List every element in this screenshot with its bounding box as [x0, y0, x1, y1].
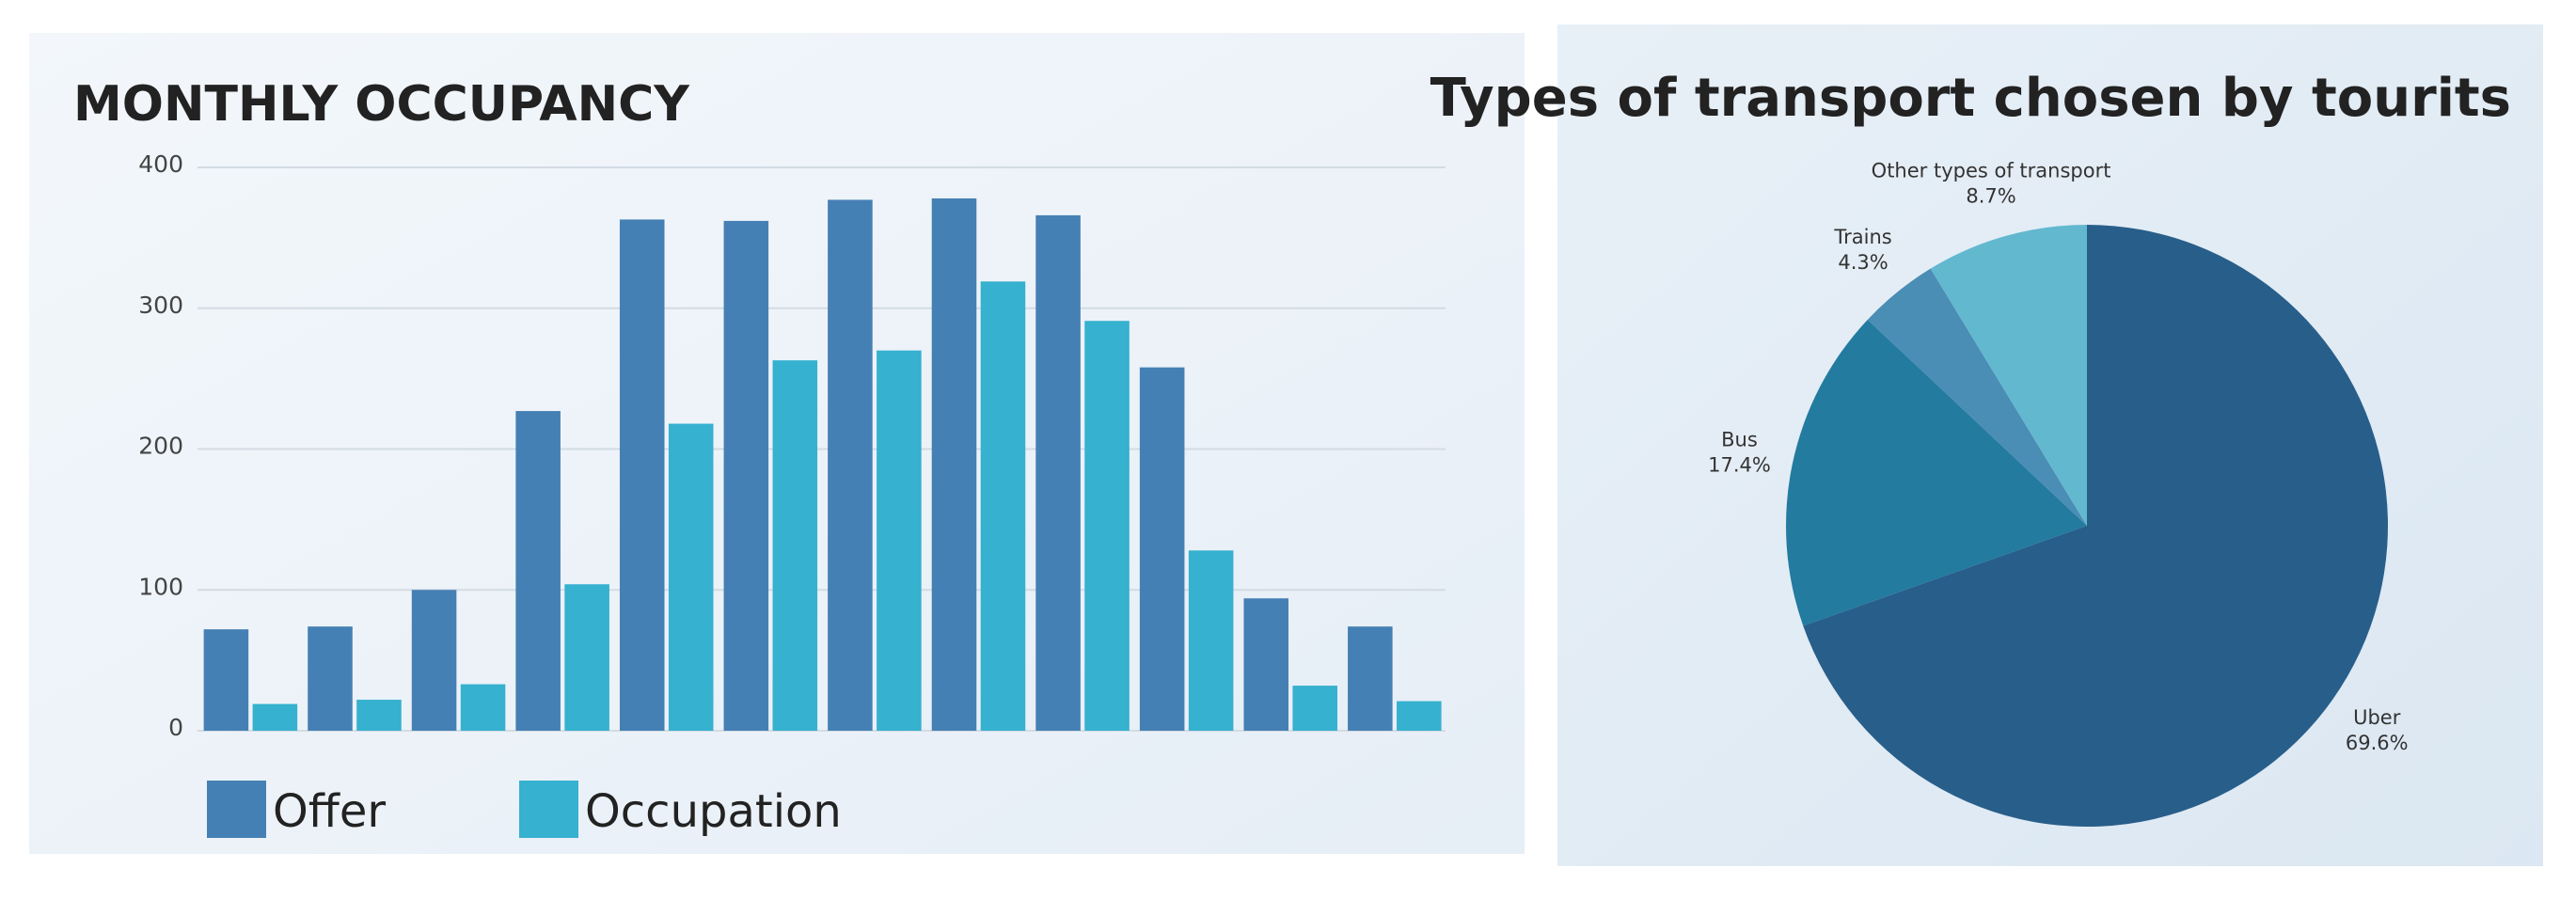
- bar: [772, 360, 818, 731]
- y-tick-label: 300: [138, 292, 183, 319]
- slice-label: Other types of transport: [1872, 159, 2111, 182]
- bar: [308, 626, 353, 731]
- bar: [1035, 214, 1081, 732]
- legend-label: Occupation: [585, 785, 842, 838]
- bar: [828, 199, 873, 731]
- bar: [1397, 701, 1442, 731]
- bar: [1084, 321, 1130, 731]
- bar-title: MONTHLY OCCUPANCY: [73, 76, 690, 133]
- bar: [1188, 550, 1234, 731]
- bar: [356, 700, 402, 731]
- bar: [877, 350, 922, 731]
- slice-value: 4.3%: [1838, 251, 1888, 274]
- slice-value: 69.6%: [2346, 732, 2409, 754]
- bar: [619, 219, 665, 732]
- pie-slice: [1930, 225, 2087, 526]
- bar: [1292, 686, 1337, 731]
- bar: [1348, 626, 1393, 731]
- pie-slice: [1786, 319, 2087, 626]
- bar: [1243, 598, 1289, 731]
- pie-slice: [1803, 225, 2388, 827]
- bar: [252, 703, 298, 731]
- slice-label: Bus: [1721, 428, 1758, 450]
- y-tick-label: 400: [138, 150, 183, 178]
- bar: [1139, 367, 1185, 731]
- bar: [723, 220, 769, 731]
- bar: [980, 281, 1026, 731]
- legend-swatch: [519, 781, 578, 838]
- bar: [203, 629, 249, 731]
- slice-label: Trains: [1833, 226, 1891, 248]
- slice-value: 8.7%: [1966, 184, 2015, 207]
- slice-value: 17.4%: [1708, 453, 1771, 476]
- legend-label: Offer: [273, 785, 386, 838]
- bar: [668, 423, 714, 731]
- legend-swatch: [207, 781, 266, 838]
- bar: [515, 411, 561, 731]
- bar: [564, 584, 609, 731]
- bar: [411, 590, 457, 731]
- slice-label: Uber: [2353, 706, 2401, 729]
- bar: [460, 684, 506, 731]
- pie-slice: [1867, 268, 2087, 526]
- bar: [931, 197, 977, 731]
- pie-title: Types of transport chosen by tourits: [1430, 68, 2511, 129]
- y-tick-label: 200: [138, 433, 183, 460]
- y-tick-label: 100: [138, 573, 183, 600]
- y-tick-label: 0: [168, 714, 183, 741]
